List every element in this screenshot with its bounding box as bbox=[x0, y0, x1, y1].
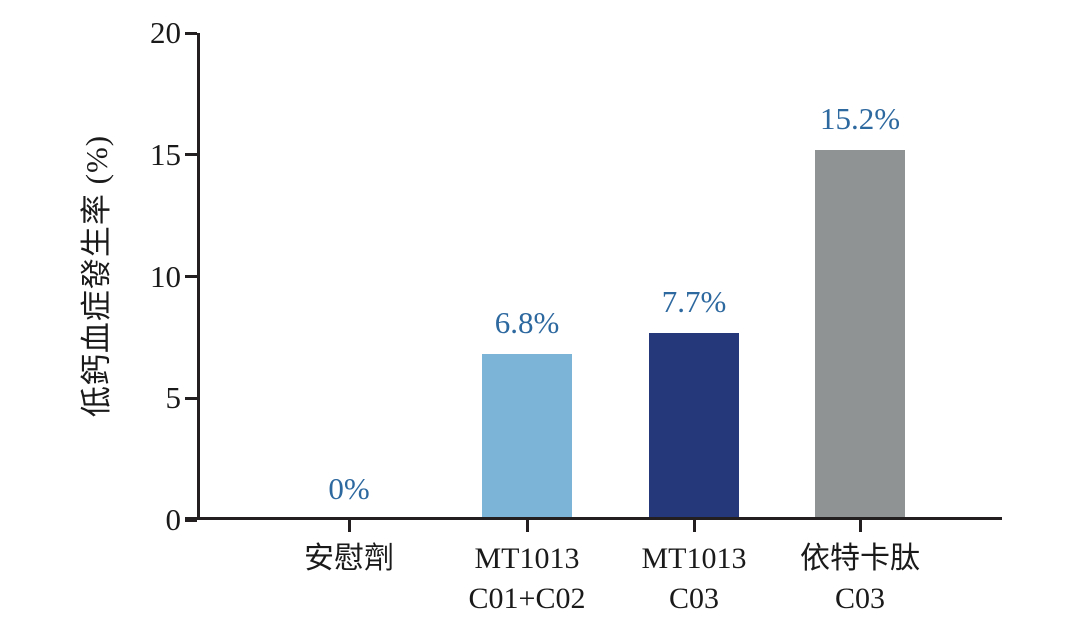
bar-value-label: 0% bbox=[328, 471, 370, 506]
x-axis-tick bbox=[525, 520, 529, 532]
category-label-line: MT1013 bbox=[474, 542, 580, 575]
category-label-line: MT1013 bbox=[641, 542, 747, 575]
category-label-line: 依特卡肽 bbox=[800, 542, 920, 575]
y-axis-tick bbox=[185, 518, 197, 522]
x-axis-category-label: 安慰劑 bbox=[239, 539, 459, 579]
y-axis-tick bbox=[185, 396, 197, 400]
category-label-line: C03 bbox=[668, 582, 719, 615]
category-label-line: C03 bbox=[834, 582, 885, 615]
bar bbox=[649, 332, 739, 520]
bar bbox=[815, 149, 905, 520]
y-axis-tick-label: 0 bbox=[165, 502, 182, 537]
y-axis-tick-label: 20 bbox=[150, 15, 181, 50]
y-axis-title: 低鈣血症發生率 (%) bbox=[79, 134, 114, 418]
bar bbox=[482, 354, 572, 520]
x-axis-line bbox=[185, 517, 1002, 520]
plot-area: 0 5 10 15 20 0% 安慰劑 6.8% MT1013 C01+C02 7.7% MT1013… bbox=[150, 15, 1002, 615]
x-axis-tick bbox=[692, 520, 696, 532]
y-axis-tick-label: 5 bbox=[165, 380, 182, 416]
bar-value-label: 6.8% bbox=[494, 305, 560, 341]
x-axis-category-label: MT1013 C03 bbox=[584, 539, 804, 619]
x-axis-tick bbox=[858, 520, 862, 532]
category-label-line: 安慰劑 bbox=[304, 542, 394, 575]
x-axis-tick bbox=[347, 520, 351, 532]
y-axis-tick bbox=[185, 275, 197, 278]
bar-value-label: 7.7% bbox=[661, 283, 727, 319]
category-label-line: C01+C02 bbox=[468, 582, 586, 615]
x-axis-category-label: 依特卡肽 C03 bbox=[750, 539, 970, 619]
y-axis-tick bbox=[185, 31, 197, 35]
bar-value-label: 15.2% bbox=[819, 100, 901, 136]
y-axis-tick-label: 10 bbox=[150, 258, 181, 294]
y-axis-line bbox=[197, 33, 200, 520]
y-axis-tick-label: 15 bbox=[150, 136, 181, 172]
y-axis-tick bbox=[185, 153, 197, 157]
x-axis-category-label: MT1013 C01+C02 bbox=[417, 539, 637, 619]
